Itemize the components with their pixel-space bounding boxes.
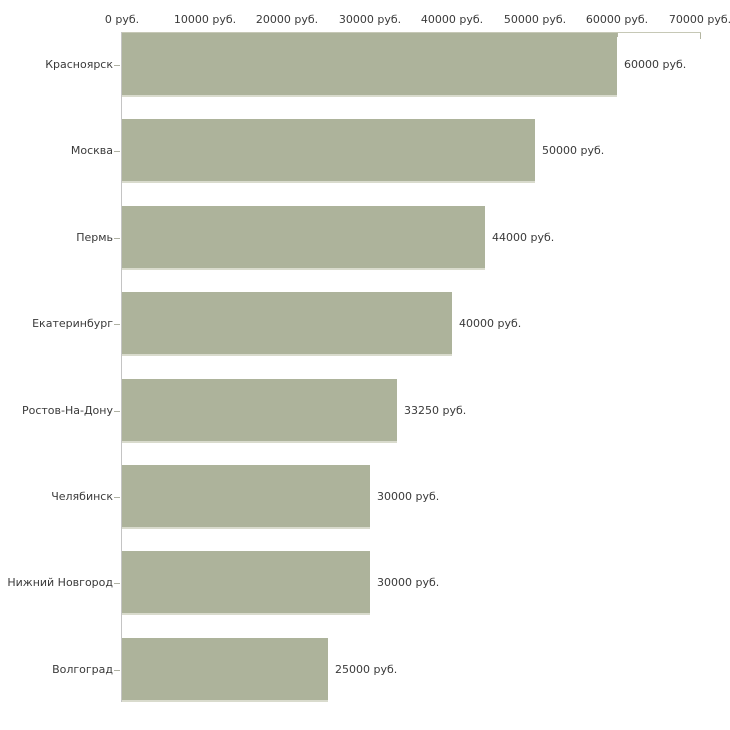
category-label: Волгоград bbox=[52, 663, 113, 676]
value-label: 40000 руб. bbox=[459, 317, 522, 330]
bar-6 bbox=[122, 465, 370, 529]
bar-3 bbox=[122, 205, 486, 270]
value-label: 33250 руб. bbox=[404, 404, 467, 417]
category-label: Москва bbox=[70, 144, 113, 157]
y-axis-tick bbox=[114, 65, 120, 66]
x-axis-tick bbox=[700, 33, 701, 39]
value-label: 25000 руб. bbox=[335, 663, 398, 676]
bar-8 bbox=[122, 637, 329, 702]
category-label: Челябинск bbox=[51, 490, 113, 503]
category-label: Красноярск bbox=[45, 58, 113, 71]
value-label: 30000 руб. bbox=[377, 576, 440, 589]
bar-1 bbox=[122, 33, 618, 97]
bar-4 bbox=[122, 292, 453, 357]
y-axis-line bbox=[121, 32, 122, 702]
y-axis-tick bbox=[114, 583, 120, 584]
bar-7 bbox=[122, 551, 370, 616]
category-label: Пермь bbox=[76, 231, 113, 244]
x-axis-tick-label: 70000 руб. bbox=[668, 13, 730, 26]
bar-2 bbox=[122, 119, 535, 184]
category-label: Екатеринбург bbox=[32, 317, 113, 330]
x-axis-tick-label: 40000 руб. bbox=[420, 13, 484, 26]
x-axis-tick-label: 60000 руб. bbox=[585, 13, 649, 26]
x-axis-tick-label: 10000 руб. bbox=[173, 13, 237, 26]
x-axis-line bbox=[121, 32, 701, 33]
y-axis-tick bbox=[114, 411, 120, 412]
value-label: 44000 руб. bbox=[492, 231, 555, 244]
y-axis-tick bbox=[114, 670, 120, 671]
x-axis-tick-label: 30000 руб. bbox=[338, 13, 402, 26]
bar-5 bbox=[122, 378, 397, 443]
y-axis-tick bbox=[114, 324, 120, 325]
category-label: Нижний Новгород bbox=[7, 576, 113, 589]
value-label: 50000 руб. bbox=[542, 144, 605, 157]
y-axis-tick bbox=[114, 238, 120, 239]
category-label: Ростов-На-Дону bbox=[21, 404, 113, 417]
x-axis-tick-label: 0 руб. bbox=[104, 13, 140, 26]
value-label: 30000 руб. bbox=[377, 490, 440, 503]
x-axis-tick-label: 20000 руб. bbox=[255, 13, 319, 26]
y-axis-tick bbox=[114, 151, 120, 152]
value-label: 60000 руб. bbox=[624, 58, 687, 71]
x-axis-tick bbox=[617, 33, 618, 37]
x-axis-tick-label: 50000 руб. bbox=[503, 13, 567, 26]
y-axis-tick bbox=[114, 497, 120, 498]
